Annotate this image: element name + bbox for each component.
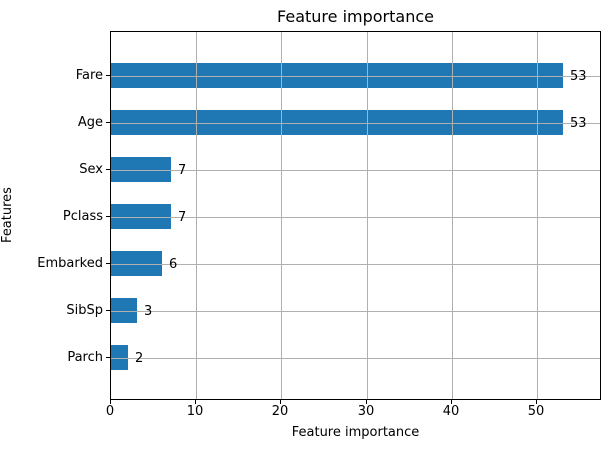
x-tick-label: 40	[442, 404, 460, 419]
y-gridline	[111, 123, 600, 124]
y-tick-mark	[106, 310, 110, 311]
x-tick-label: 10	[186, 404, 204, 419]
y-tick-label-parch: Parch	[67, 350, 103, 365]
bar-value-label: 53	[570, 69, 587, 84]
y-gridline	[111, 264, 600, 265]
y-tick-label-fare: Fare	[75, 68, 103, 83]
bar-value-label: 3	[144, 304, 153, 319]
x-tick-mark	[451, 400, 452, 404]
y-tick-mark	[106, 169, 110, 170]
bar-value-label: 2	[135, 351, 144, 366]
y-tick-label-sibsp: SibSp	[66, 303, 103, 318]
y-gridline	[111, 311, 600, 312]
y-gridline	[111, 76, 600, 77]
bar-fare	[111, 63, 563, 88]
x-tick-label: 0	[105, 404, 115, 419]
bar-value-label: 7	[178, 163, 187, 178]
x-tick-label: 50	[527, 404, 545, 419]
y-gridline	[111, 170, 600, 171]
y-tick-mark	[106, 357, 110, 358]
x-gridline	[281, 32, 282, 399]
x-gridline	[452, 32, 453, 399]
y-tick-label-embarked: Embarked	[37, 256, 103, 271]
y-gridline	[111, 358, 600, 359]
x-axis-label: Feature importance	[291, 425, 420, 440]
y-tick-mark	[106, 263, 110, 264]
bar-value-label: 7	[178, 210, 187, 225]
bar-parch	[111, 345, 128, 370]
y-tick-mark	[106, 122, 110, 123]
bar-sex	[111, 157, 171, 182]
bar-pclass	[111, 204, 171, 229]
y-tick-label-pclass: Pclass	[62, 209, 103, 224]
x-tick-mark	[110, 400, 111, 404]
x-tick-mark	[536, 400, 537, 404]
x-gridline	[196, 32, 197, 399]
y-tick-mark	[106, 216, 110, 217]
y-tick-mark	[106, 75, 110, 76]
bar-value-label: 6	[169, 257, 178, 272]
x-gridline	[367, 32, 368, 399]
bar-age	[111, 110, 563, 135]
x-gridline	[537, 32, 538, 399]
y-tick-label-sex: Sex	[79, 162, 103, 177]
bar-sibsp	[111, 298, 137, 323]
x-tick-mark	[366, 400, 367, 404]
bar-embarked	[111, 251, 162, 276]
x-tick-mark	[280, 400, 281, 404]
x-tick-label: 20	[271, 404, 289, 419]
x-tick-mark	[195, 400, 196, 404]
bar-value-label: 53	[570, 116, 587, 131]
y-gridline	[111, 217, 600, 218]
plot-area: 53 53 7 7 6 3 2	[110, 31, 601, 400]
x-tick-label: 30	[357, 404, 375, 419]
chart-title: Feature importance	[277, 7, 434, 26]
y-tick-label-age: Age	[77, 115, 103, 130]
y-axis-label: Features	[0, 187, 15, 243]
